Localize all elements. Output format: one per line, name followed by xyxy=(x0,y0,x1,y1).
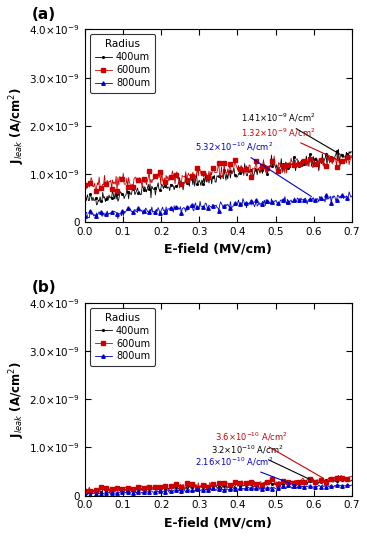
800um xyxy=(309,197,313,204)
Line: 400um: 400um xyxy=(83,147,353,206)
Text: 1.32×10$^{-9}$ A/cm$^2$: 1.32×10$^{-9}$ A/cm$^2$ xyxy=(241,126,340,161)
400um xyxy=(344,475,348,482)
400um xyxy=(84,197,88,204)
800um xyxy=(241,485,245,492)
Line: 400um: 400um xyxy=(83,477,353,495)
800um xyxy=(326,195,330,202)
600um xyxy=(326,156,330,162)
600um xyxy=(350,473,354,479)
400um xyxy=(336,146,341,153)
400um xyxy=(241,170,246,177)
400um xyxy=(309,477,313,483)
600um xyxy=(326,476,330,482)
Legend: 400um, 600um, 800um: 400um, 600um, 800um xyxy=(90,34,155,93)
Text: (a): (a) xyxy=(32,7,56,22)
Y-axis label: J$_{leak}$ (A/cm$^2$): J$_{leak}$ (A/cm$^2$) xyxy=(7,87,26,164)
Line: 800um: 800um xyxy=(83,190,353,220)
600um xyxy=(247,162,251,168)
600um xyxy=(84,186,88,192)
600um xyxy=(335,150,340,156)
800um xyxy=(350,193,354,199)
800um xyxy=(243,202,247,208)
400um xyxy=(243,160,247,167)
Text: 2.16×10$^{-10}$ A/cm$^2$: 2.16×10$^{-10}$ A/cm$^2$ xyxy=(196,456,296,486)
600um xyxy=(94,188,98,195)
600um xyxy=(243,165,247,171)
600um xyxy=(247,481,251,487)
Y-axis label: J$_{leak}$ (A/cm$^2$): J$_{leak}$ (A/cm$^2$) xyxy=(7,361,26,438)
800um xyxy=(84,492,88,498)
600um xyxy=(350,155,354,161)
800um xyxy=(241,198,246,204)
600um xyxy=(84,486,88,492)
600um xyxy=(309,157,313,163)
600um xyxy=(339,472,343,479)
800um xyxy=(347,189,351,195)
400um xyxy=(309,154,313,161)
600um xyxy=(309,477,313,483)
600um xyxy=(241,480,246,487)
400um xyxy=(84,488,89,495)
400um xyxy=(83,196,87,202)
600um xyxy=(243,480,247,487)
X-axis label: E-field (MV/cm): E-field (MV/cm) xyxy=(164,242,272,256)
600um xyxy=(241,172,246,178)
600um xyxy=(83,487,87,494)
X-axis label: E-field (MV/cm): E-field (MV/cm) xyxy=(164,516,272,529)
400um xyxy=(84,490,88,496)
800um xyxy=(247,199,251,206)
600um xyxy=(83,182,87,188)
800um xyxy=(116,215,120,222)
Line: 600um: 600um xyxy=(83,151,353,193)
800um xyxy=(246,484,250,490)
400um xyxy=(83,488,87,494)
Text: 1.41×10$^{-9}$ A/cm$^2$: 1.41×10$^{-9}$ A/cm$^2$ xyxy=(241,112,340,154)
Text: (b): (b) xyxy=(32,280,56,295)
Text: 3.2×10$^{-10}$ A/cm$^2$: 3.2×10$^{-10}$ A/cm$^2$ xyxy=(211,443,311,480)
600um xyxy=(84,490,89,497)
400um xyxy=(326,480,330,487)
800um xyxy=(346,481,350,487)
800um xyxy=(84,209,88,215)
400um xyxy=(247,169,251,176)
800um xyxy=(83,213,87,220)
800um xyxy=(241,486,246,493)
800um xyxy=(350,482,354,488)
800um xyxy=(324,482,329,489)
Legend: 400um, 600um, 800um: 400um, 600um, 800um xyxy=(90,308,155,366)
Text: 5.32×10$^{-10}$ A/cm$^2$: 5.32×10$^{-10}$ A/cm$^2$ xyxy=(196,141,311,197)
800um xyxy=(308,483,312,489)
400um xyxy=(243,481,247,488)
400um xyxy=(326,151,330,158)
Text: 3.6×10$^{-10}$ A/cm$^2$: 3.6×10$^{-10}$ A/cm$^2$ xyxy=(215,430,323,478)
800um xyxy=(83,492,87,498)
400um xyxy=(247,480,251,487)
Line: 800um: 800um xyxy=(83,482,353,497)
400um xyxy=(350,477,354,483)
Line: 600um: 600um xyxy=(83,473,353,495)
400um xyxy=(94,202,99,208)
400um xyxy=(241,482,246,488)
400um xyxy=(350,149,354,155)
